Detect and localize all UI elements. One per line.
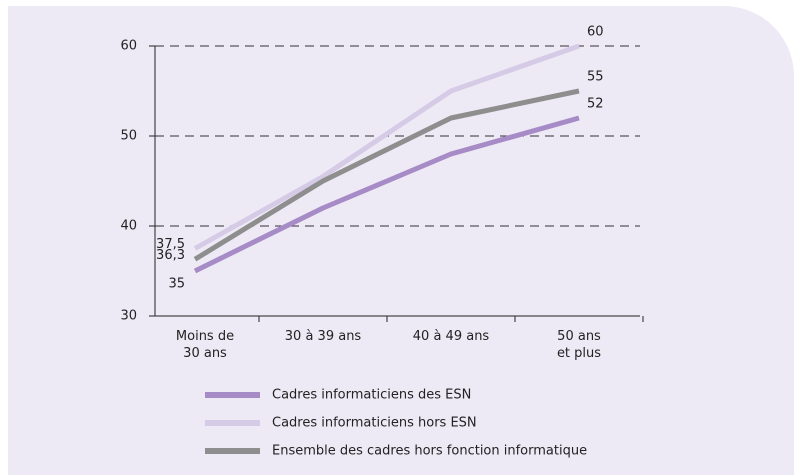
- y-tick-label: 30: [120, 309, 137, 324]
- data-label: 52: [587, 97, 604, 112]
- data-label: 37,5: [156, 237, 185, 252]
- data-label: 36,3: [156, 248, 185, 263]
- y-tick-label: 40: [120, 219, 137, 234]
- data-label: 35: [168, 277, 185, 292]
- legend-label: Cadres informaticiens hors ESN: [272, 416, 477, 431]
- legend-label: Ensemble des cadres hors fonction inform…: [272, 444, 587, 459]
- x-tick-label: 50 ans et plus: [556, 329, 602, 361]
- series-line: [193, 43, 580, 251]
- data-label: 60: [587, 25, 604, 40]
- background: [8, 6, 794, 475]
- x-tick-label: 40 à 49 ans: [412, 329, 490, 344]
- series-line: [193, 88, 580, 262]
- x-tick-label: 30 à 39 ans: [284, 329, 362, 344]
- y-tick-label: 50: [120, 129, 137, 144]
- y-tick-label: 60: [120, 39, 137, 54]
- series-line: [193, 115, 580, 274]
- x-tick-label: Moins de 30 ans: [175, 329, 235, 361]
- data-label: 55: [587, 70, 604, 85]
- legend-label: Cadres informaticiens des ESN: [272, 388, 471, 403]
